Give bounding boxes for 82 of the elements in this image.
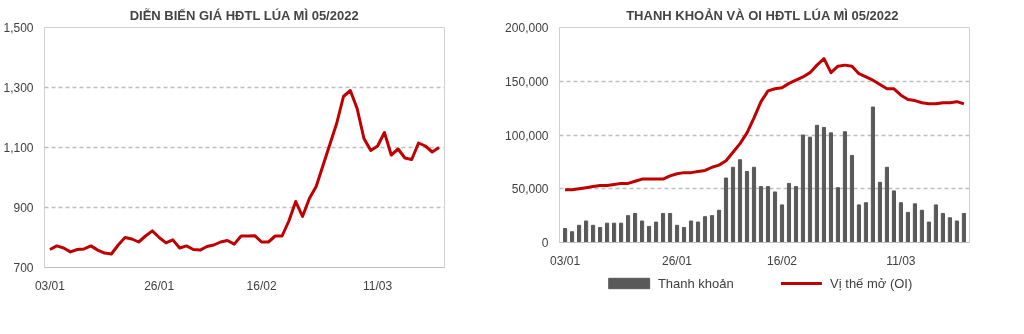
bar	[619, 222, 624, 243]
bar	[598, 226, 603, 243]
x-tick-label: 16/02	[246, 278, 277, 293]
x-tick-label: 26/01	[144, 278, 175, 293]
x-tick-label: 11/03	[363, 278, 393, 293]
bar	[835, 187, 841, 243]
y-tick-label: 100,000	[505, 128, 549, 143]
y-tick-label: 50,000	[511, 182, 549, 197]
bar	[779, 204, 785, 243]
bar	[814, 124, 820, 243]
bar	[940, 212, 945, 243]
y-tick-label: 150,000	[505, 74, 549, 89]
bar	[912, 203, 917, 243]
legend-label: Vị thế mở (OI)	[830, 276, 913, 291]
bar	[632, 212, 638, 243]
y-tick-label: 200,000	[505, 21, 549, 35]
bar	[898, 202, 904, 243]
bar	[877, 181, 883, 243]
bar	[933, 204, 938, 243]
bar	[577, 224, 582, 243]
y-tick-label: 1,500	[3, 21, 34, 35]
x-tick-label: 11/03	[886, 253, 916, 268]
x-tick-label: 03/01	[34, 278, 66, 293]
bar	[653, 221, 659, 243]
bar	[612, 222, 617, 243]
legend-label: Thanh khoản	[657, 276, 734, 291]
bar	[563, 228, 568, 243]
bar	[674, 224, 680, 243]
bar	[807, 136, 813, 243]
bar	[863, 202, 869, 243]
y-tick-label: 900	[13, 201, 34, 215]
x-tick-label: 16/02	[766, 253, 798, 268]
y-tick-label: 1,300	[3, 81, 34, 95]
bar	[884, 166, 890, 243]
bar	[605, 222, 610, 243]
bar	[723, 177, 729, 243]
bar	[716, 209, 722, 243]
bar	[891, 190, 897, 243]
bar	[702, 216, 708, 243]
bar	[772, 191, 778, 243]
bar	[870, 106, 876, 243]
bar	[688, 220, 694, 243]
bar	[681, 226, 687, 243]
bar	[625, 215, 631, 243]
bar	[751, 166, 757, 243]
bar	[828, 132, 834, 243]
bar	[821, 126, 827, 243]
bar	[695, 221, 701, 243]
bar	[591, 224, 596, 243]
bar	[926, 221, 931, 243]
bar	[954, 220, 959, 243]
chart-title: THANH KHOẢN VÀ OI HĐTL LÚA MÌ 05/2022	[626, 7, 899, 23]
bar	[800, 134, 806, 243]
bar	[737, 159, 743, 243]
bar	[709, 215, 715, 243]
bar	[919, 209, 924, 243]
bar	[849, 154, 855, 243]
bar	[856, 204, 862, 243]
y-tick-label: 0	[541, 236, 549, 250]
bar	[584, 220, 589, 243]
x-tick-label: 03/01	[550, 253, 581, 268]
bar	[842, 131, 848, 243]
bar	[786, 182, 792, 243]
bar	[905, 211, 910, 243]
bar	[765, 186, 771, 243]
line-series	[563, 57, 966, 192]
bar	[646, 225, 652, 243]
bar	[744, 171, 750, 243]
line-series	[48, 89, 441, 256]
bar	[793, 186, 799, 243]
bar	[660, 212, 666, 243]
bar	[947, 217, 952, 243]
chart-title: DIỄN BIẾN GIÁ HĐTL LÚA MÌ 05/2022	[129, 7, 359, 23]
bar	[730, 166, 736, 243]
bar	[961, 212, 966, 243]
bar	[570, 231, 575, 243]
bar	[758, 186, 764, 243]
bar	[639, 220, 645, 243]
y-tick-label: 1,100	[3, 141, 34, 155]
bar	[667, 212, 673, 243]
x-tick-label: 26/01	[662, 253, 693, 268]
y-tick-label: 700	[13, 261, 34, 275]
